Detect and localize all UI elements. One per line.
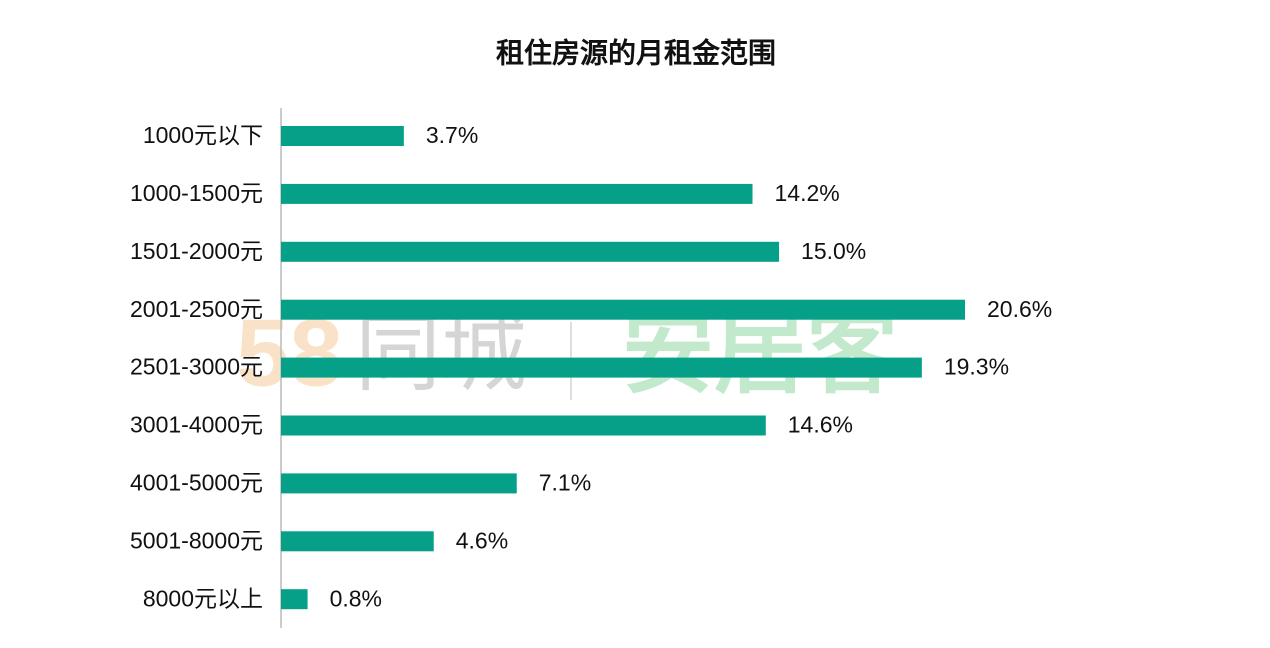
category-label: 2001-2500元: [130, 296, 263, 322]
category-label: 2501-3000元: [130, 354, 263, 380]
category-label: 4001-5000元: [130, 469, 263, 495]
bar: [281, 531, 434, 552]
bar: [281, 299, 965, 320]
bar: [281, 183, 753, 204]
value-label: 7.1%: [539, 469, 591, 495]
value-label: 4.6%: [456, 527, 508, 553]
bar: [281, 415, 766, 436]
value-label: 3.7%: [426, 122, 478, 148]
value-label: 0.8%: [330, 585, 382, 611]
value-label: 14.2%: [774, 180, 839, 206]
category-label: 3001-4000元: [130, 412, 263, 438]
bar: [281, 126, 404, 146]
bar: [281, 357, 922, 378]
category-label: 1501-2000元: [130, 238, 263, 264]
category-label: 5001-8000元: [130, 527, 263, 553]
bar: [281, 473, 517, 494]
category-label: 1000-1500元: [130, 180, 263, 206]
category-label: 8000元以上: [143, 585, 263, 611]
value-label: 15.0%: [801, 238, 866, 264]
value-label: 19.3%: [944, 354, 1009, 380]
chart-title: 租住房源的月租金范围: [496, 36, 776, 68]
category-label: 1000元以下: [143, 122, 263, 148]
watermark-left: 同城: [355, 306, 527, 402]
value-label: 20.6%: [987, 296, 1052, 322]
value-label: 14.6%: [788, 412, 853, 438]
bar: [281, 589, 308, 610]
bar: [281, 241, 780, 262]
